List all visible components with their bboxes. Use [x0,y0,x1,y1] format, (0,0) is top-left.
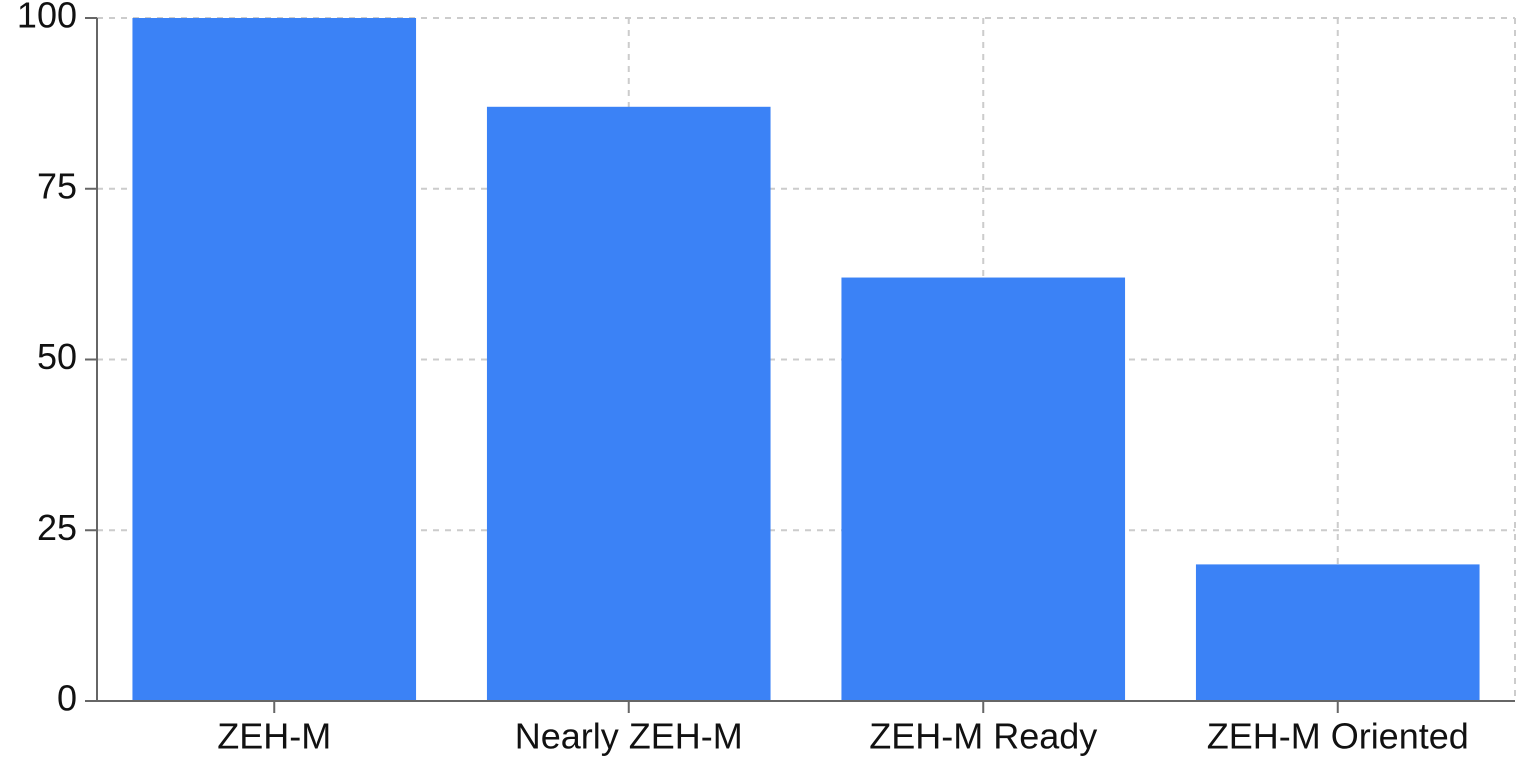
y-tick-label: 50 [37,336,77,377]
bar [486,106,771,702]
y-tick-label: 75 [37,165,77,206]
x-tick-label: ZEH-M [217,716,331,757]
x-tick-label: Nearly ZEH-M [515,716,743,757]
y-tick-label: 0 [57,678,77,719]
bar [132,18,417,701]
y-tick-label: 100 [17,0,77,36]
y-tick-label: 25 [37,507,77,548]
bar [1195,564,1480,701]
bar [841,277,1126,701]
x-tick-label: ZEH-M Ready [869,716,1097,757]
x-tick-label: ZEH-M Oriented [1207,716,1469,757]
